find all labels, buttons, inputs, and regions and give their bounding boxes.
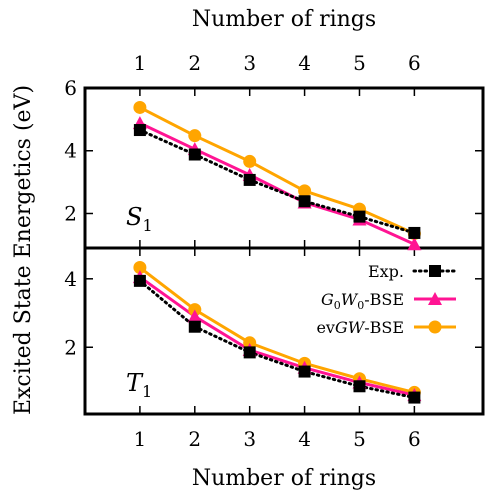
bottom-x-tick-label-5: 5 xyxy=(353,427,366,451)
legend: Exp. G0W0-BSE evGW-BSE xyxy=(316,262,458,337)
s1-y-tick-label-6: 6 xyxy=(64,76,77,100)
t1-y-tick-label-4: 4 xyxy=(64,267,77,291)
t1-point-2-3 xyxy=(243,336,257,350)
s1-point-2-2 xyxy=(188,129,202,143)
top-x-tick-label-2: 2 xyxy=(188,51,201,75)
bottom-x-tick-label-4: 4 xyxy=(298,427,311,451)
t1-line-1 xyxy=(139,275,415,397)
y-axis-title: Excited State Energetics (eV) xyxy=(11,85,36,415)
s1-point-0-6 xyxy=(408,226,421,239)
bottom-x-tick-label-3: 3 xyxy=(243,427,256,451)
bottom-x-tick-label-2: 2 xyxy=(188,427,201,451)
t1-line-2 xyxy=(138,266,415,394)
legend-marker-evgw xyxy=(428,320,442,334)
top-x-tick-label-3: 3 xyxy=(243,51,256,75)
s1-point-0-2 xyxy=(188,148,201,161)
s1-panel-label: S1 xyxy=(126,203,153,235)
top-x-tick-label-4: 4 xyxy=(298,51,311,75)
t1-point-0-5 xyxy=(353,380,366,393)
top-x-axis-title: Number of rings xyxy=(192,7,376,32)
t1-point-0-6 xyxy=(408,391,421,404)
bottom-x-tick-label-6: 6 xyxy=(408,427,421,451)
t1-panel-label: T1 xyxy=(126,369,152,401)
t1-line-0 xyxy=(138,279,416,400)
s1-point-2-3 xyxy=(243,154,257,168)
t1-point-0-4 xyxy=(298,365,311,378)
legend-marker-exp xyxy=(429,265,441,277)
t1-point-1-2 xyxy=(187,309,202,323)
t1-point-2-1 xyxy=(133,261,147,275)
lower-panel-frame xyxy=(83,246,485,416)
s1-point-2-1 xyxy=(133,100,147,114)
s1-point-0-3 xyxy=(243,173,256,186)
top-x-tick-label-1: 1 xyxy=(134,51,147,75)
bottom-x-axis-title: Number of rings xyxy=(192,466,376,491)
s1-point-2-4 xyxy=(298,184,312,198)
t1-y-tick-label-2: 2 xyxy=(64,335,77,359)
s1-line-2 xyxy=(139,106,415,235)
s1-point-1-6 xyxy=(407,237,422,251)
s1-point-0-5 xyxy=(353,210,366,223)
s1-line-1 xyxy=(139,121,415,246)
s1-y-tick-label-4: 4 xyxy=(64,139,77,163)
s1-line-0 xyxy=(138,128,416,235)
top-x-tick-label-6: 6 xyxy=(408,51,421,75)
legend-label-g0w0: G0W0-BSE xyxy=(321,290,404,312)
t1-point-0-1 xyxy=(133,274,146,287)
legend-marker-g0w0 xyxy=(428,292,442,305)
legend-label-exp: Exp. xyxy=(368,262,404,281)
top-x-tick-label-5: 5 xyxy=(353,51,366,75)
t1-point-0-3 xyxy=(243,346,256,359)
t1-point-0-2 xyxy=(188,320,201,333)
bottom-x-tick-label-1: 1 xyxy=(134,427,147,451)
legend-label-evgw: evGW-BSE xyxy=(316,318,404,337)
s1-point-0-4 xyxy=(298,195,311,208)
s1-point-0-1 xyxy=(133,124,146,137)
s1-y-tick-label-2: 2 xyxy=(64,201,77,225)
